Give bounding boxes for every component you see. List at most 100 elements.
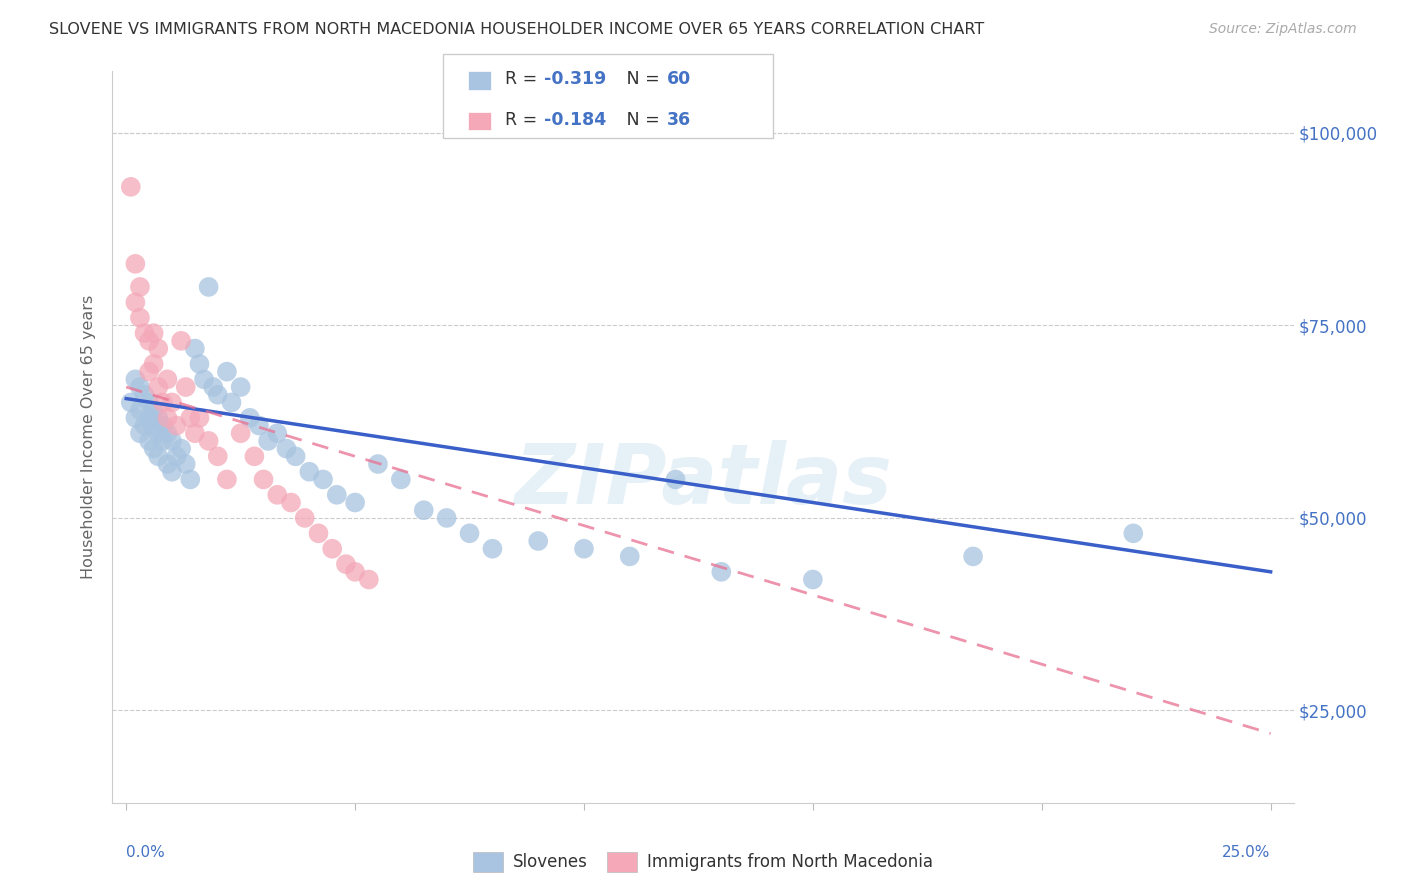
Point bbox=[156, 457, 179, 471]
Point bbox=[710, 565, 733, 579]
Point bbox=[284, 450, 307, 464]
Point bbox=[129, 380, 152, 394]
Point bbox=[124, 372, 146, 386]
Text: N =: N = bbox=[610, 70, 665, 88]
Point bbox=[1122, 526, 1144, 541]
Point bbox=[266, 488, 288, 502]
Point bbox=[389, 472, 412, 486]
Point bbox=[148, 342, 170, 356]
Point bbox=[148, 450, 170, 464]
Text: -0.184: -0.184 bbox=[544, 111, 606, 128]
Y-axis label: Householder Income Over 65 years: Householder Income Over 65 years bbox=[80, 295, 96, 579]
Text: ZIPatlas: ZIPatlas bbox=[515, 441, 891, 522]
Point bbox=[436, 511, 458, 525]
Point bbox=[188, 410, 211, 425]
Point bbox=[357, 573, 380, 587]
Point bbox=[156, 410, 179, 425]
Text: R =: R = bbox=[505, 111, 543, 128]
Point bbox=[148, 426, 170, 441]
Text: 36: 36 bbox=[666, 111, 690, 128]
Point bbox=[252, 472, 274, 486]
Point bbox=[134, 326, 156, 340]
Point bbox=[152, 395, 174, 409]
Point bbox=[129, 426, 152, 441]
Point bbox=[221, 395, 243, 409]
Point bbox=[184, 426, 207, 441]
Text: 60: 60 bbox=[666, 70, 690, 88]
Point bbox=[138, 334, 160, 348]
Point bbox=[174, 457, 197, 471]
Point bbox=[120, 179, 142, 194]
Point bbox=[124, 295, 146, 310]
Point bbox=[215, 472, 238, 486]
Point bbox=[166, 418, 188, 433]
Point bbox=[148, 380, 170, 394]
Point bbox=[160, 465, 183, 479]
Point bbox=[229, 426, 252, 441]
Point bbox=[142, 418, 165, 433]
Point bbox=[215, 365, 238, 379]
Point bbox=[188, 357, 211, 371]
Point bbox=[124, 410, 146, 425]
Point bbox=[326, 488, 349, 502]
Text: 0.0%: 0.0% bbox=[127, 845, 165, 860]
Point bbox=[129, 403, 152, 417]
Point bbox=[294, 511, 316, 525]
Point bbox=[120, 395, 142, 409]
Point bbox=[243, 450, 266, 464]
Point bbox=[312, 472, 335, 486]
Text: Source: ZipAtlas.com: Source: ZipAtlas.com bbox=[1209, 22, 1357, 37]
Point bbox=[129, 280, 152, 294]
Point bbox=[138, 434, 160, 448]
Point bbox=[197, 280, 219, 294]
Point bbox=[207, 388, 229, 402]
Text: R =: R = bbox=[505, 70, 543, 88]
Point bbox=[142, 357, 165, 371]
Point bbox=[166, 450, 188, 464]
Point bbox=[184, 342, 207, 356]
Point bbox=[308, 526, 330, 541]
Point bbox=[152, 434, 174, 448]
Point bbox=[481, 541, 503, 556]
Point bbox=[247, 418, 270, 433]
Point bbox=[160, 395, 183, 409]
Text: N =: N = bbox=[610, 111, 665, 128]
Point bbox=[962, 549, 984, 564]
Point bbox=[344, 565, 367, 579]
Point bbox=[134, 418, 156, 433]
Point bbox=[129, 310, 152, 325]
Point bbox=[170, 442, 193, 456]
Point bbox=[527, 534, 550, 549]
Legend: Slovenes, Immigrants from North Macedonia: Slovenes, Immigrants from North Macedoni… bbox=[465, 845, 941, 879]
Point bbox=[148, 410, 170, 425]
Point bbox=[124, 257, 146, 271]
Point bbox=[179, 472, 201, 486]
Point bbox=[138, 410, 160, 425]
Point bbox=[619, 549, 641, 564]
Point bbox=[197, 434, 219, 448]
Point bbox=[458, 526, 481, 541]
Point bbox=[156, 426, 179, 441]
Point bbox=[266, 426, 288, 441]
Point bbox=[138, 395, 160, 409]
Point bbox=[298, 465, 321, 479]
Point bbox=[142, 403, 165, 417]
Point bbox=[257, 434, 280, 448]
Point bbox=[664, 472, 686, 486]
Point bbox=[239, 410, 262, 425]
Point bbox=[367, 457, 389, 471]
Point bbox=[335, 557, 357, 571]
Text: SLOVENE VS IMMIGRANTS FROM NORTH MACEDONIA HOUSEHOLDER INCOME OVER 65 YEARS CORR: SLOVENE VS IMMIGRANTS FROM NORTH MACEDON… bbox=[49, 22, 984, 37]
Text: 25.0%: 25.0% bbox=[1222, 845, 1271, 860]
Point bbox=[412, 503, 434, 517]
Point bbox=[280, 495, 302, 509]
Point bbox=[572, 541, 595, 556]
Point bbox=[202, 380, 225, 394]
Point bbox=[142, 326, 165, 340]
Point bbox=[193, 372, 215, 386]
Point bbox=[276, 442, 298, 456]
Point bbox=[160, 434, 183, 448]
Point bbox=[801, 573, 824, 587]
Point bbox=[170, 334, 193, 348]
Point bbox=[138, 365, 160, 379]
